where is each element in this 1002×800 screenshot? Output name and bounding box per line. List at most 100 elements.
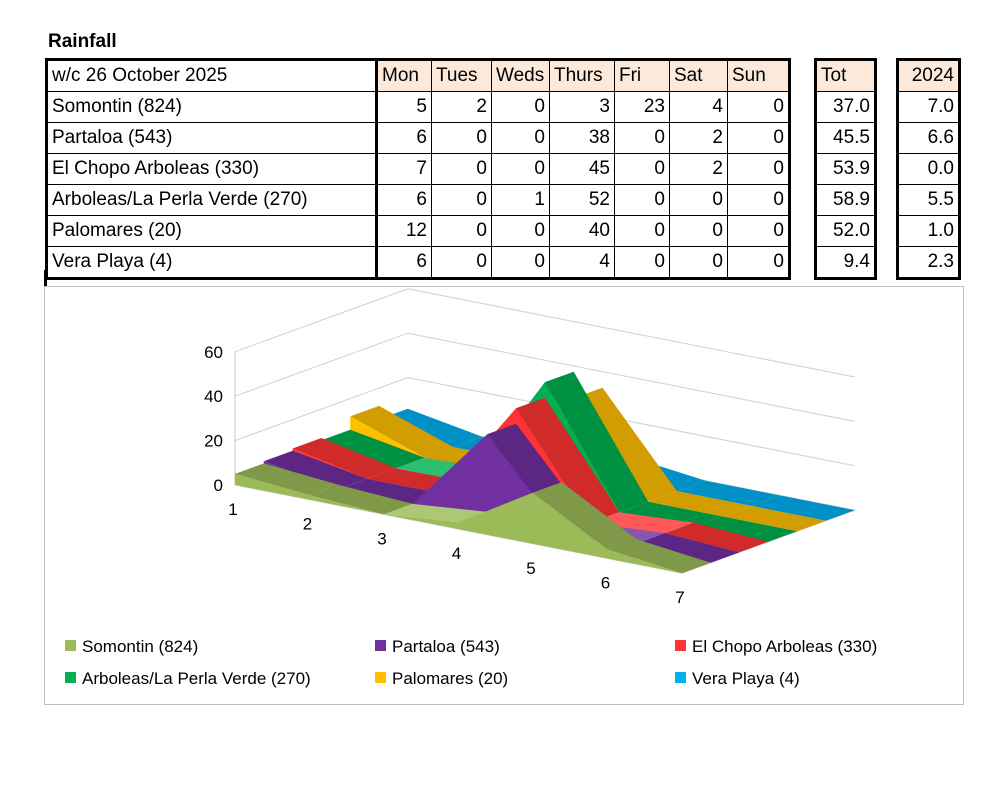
rain-value: 2	[669, 153, 728, 185]
legend-swatch	[375, 640, 386, 651]
series-front-face	[263, 434, 711, 563]
page-title: Rainfall	[48, 31, 117, 52]
total-value: 9.4	[815, 246, 876, 279]
gridline	[407, 332, 855, 422]
rain-value: 0	[431, 153, 492, 185]
day-header: Weds	[491, 59, 550, 92]
year-row: 2.3	[897, 246, 960, 279]
year-header: 2024	[897, 59, 960, 92]
legend-swatch	[375, 672, 386, 683]
series-top-face	[636, 533, 740, 563]
table-row: Vera Playa (4) 6 0 0 4 0 0 0	[46, 246, 790, 279]
rain-value: 0	[614, 122, 670, 154]
x-tick-label: 4	[452, 544, 461, 563]
rain-value: 0	[431, 122, 492, 154]
total-row: 37.0	[815, 91, 876, 123]
series-top-face	[321, 429, 425, 469]
station-name: Arboleas/La Perla Verde (270)	[46, 184, 378, 216]
gridline	[407, 377, 855, 467]
day-header: Thurs	[549, 59, 615, 92]
rain-value: 2	[669, 122, 728, 154]
legend-swatch	[675, 640, 686, 651]
station-name: Vera Playa (4)	[46, 246, 378, 279]
rain-value: 3	[549, 91, 615, 123]
year-2024-value: 1.0	[897, 215, 960, 247]
y-tick-label: 40	[204, 387, 223, 406]
legend-item: Palomares (20)	[375, 669, 508, 689]
gridline	[407, 288, 855, 378]
rain-value: 0	[491, 246, 550, 279]
station-name: Somontin (824)	[46, 91, 378, 123]
series-top-face	[235, 463, 339, 496]
rain-value: 6	[376, 122, 432, 154]
total-table: Tot 37.0 45.5 53.9 58.9 52.0 9.4	[814, 58, 877, 280]
total-row: 53.9	[815, 153, 876, 185]
series-top-face	[677, 480, 781, 506]
series-top-face	[292, 438, 396, 479]
series-top-face	[350, 405, 454, 458]
rain-value: 4	[549, 246, 615, 279]
year-2024-value: 7.0	[897, 91, 960, 123]
rain-value: 23	[614, 91, 670, 123]
total-row: 9.4	[815, 246, 876, 279]
series-front-face	[235, 473, 682, 574]
legend-item: El Chopo Arboleas (330)	[675, 637, 877, 657]
rain-value: 0	[491, 153, 550, 185]
total-value: 58.9	[815, 184, 876, 216]
series-top-face	[590, 512, 694, 534]
chart-canvas: 0 20 40 60 1 2 3 4 5 6 7	[204, 288, 857, 607]
series-top-face	[607, 539, 711, 574]
rain-value: 5	[376, 91, 432, 123]
series-top-face	[665, 522, 769, 553]
series-top-face	[619, 501, 723, 527]
year-2024-value: 2.3	[897, 246, 960, 279]
legend-label: Palomares (20)	[392, 669, 509, 688]
total-row: 58.9	[815, 184, 876, 216]
rain-value: 0	[431, 246, 492, 279]
rain-value: 38	[549, 122, 615, 154]
rain-value: 45	[549, 153, 615, 185]
day-header: Sun	[727, 59, 790, 92]
rain-value: 7	[376, 153, 432, 185]
week-label: w/c 26 October 2025	[46, 59, 378, 92]
series-top-face	[722, 506, 826, 532]
legend-item: Somontin (824)	[65, 637, 198, 657]
rain-value: 0	[727, 246, 790, 279]
series-top-face	[338, 478, 442, 504]
rainfall-table: w/c 26 October 2025 Mon Tues Weds Thurs Fri Sa…	[45, 58, 791, 280]
series-top-face	[309, 484, 413, 515]
rain-value: 0	[727, 122, 790, 154]
rain-value: 0	[431, 184, 492, 216]
day-header: Tues	[431, 59, 492, 92]
rain-value: 0	[614, 215, 670, 247]
legend-label: El Chopo Arboleas (330)	[692, 637, 878, 656]
x-tick-label: 3	[377, 529, 386, 548]
legend-item: Partaloa (543)	[375, 637, 500, 657]
year-row: 6.6	[897, 122, 960, 154]
rain-value: 0	[431, 215, 492, 247]
year-row: 7.0	[897, 91, 960, 123]
station-name: Partaloa (543)	[46, 122, 378, 154]
day-header: Mon	[376, 59, 432, 92]
table-row: El Chopo Arboleas (330) 7 0 0 45 0 2 0	[46, 153, 790, 185]
legend-label: Partaloa (543)	[392, 637, 500, 656]
rain-value: 40	[549, 215, 615, 247]
series-top-face	[379, 408, 483, 448]
total-value: 52.0	[815, 215, 876, 247]
series-top-face	[573, 387, 677, 502]
rain-value: 0	[727, 91, 790, 123]
rain-value: 0	[491, 91, 550, 123]
series-top-face	[648, 491, 752, 517]
series-top-face	[263, 450, 368, 490]
rain-value: 6	[376, 246, 432, 279]
x-tick-label: 1	[228, 500, 237, 519]
legend-item: Arboleas/La Perla Verde (270)	[65, 669, 311, 689]
year-row: 1.0	[897, 215, 960, 247]
series-top-face	[516, 397, 620, 523]
gridline-side	[234, 332, 408, 397]
legend-swatch	[65, 672, 76, 683]
total-row: 52.0	[815, 215, 876, 247]
year-2024-table: 2024 7.0 6.6 0.0 5.5 1.0 2.3	[896, 58, 961, 280]
x-tick-label: 7	[675, 588, 684, 607]
year-2024-value: 0.0	[897, 153, 960, 185]
